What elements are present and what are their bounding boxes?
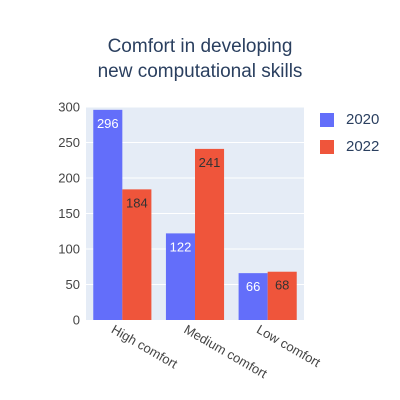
chart-title-line-2: new computational skills: [97, 61, 303, 82]
legend-label-2022: 2022: [346, 138, 380, 155]
y-tick-label-100: 100: [58, 242, 80, 257]
bar-2020-0: [93, 109, 123, 320]
data-label-2020-2: 66: [246, 279, 260, 294]
data-label-2022-0: 184: [126, 195, 148, 210]
data-label-2020-1: 122: [170, 239, 192, 254]
legend-swatch-2022: [320, 139, 334, 154]
legend: 2020 2022: [320, 106, 379, 160]
data-label-2022-1: 241: [199, 155, 221, 170]
bar-2020-2: [238, 273, 268, 320]
y-tick-label-250: 250: [58, 135, 80, 150]
legend-swatch-2020: [320, 112, 334, 127]
y-tick-label-50: 50: [66, 277, 80, 292]
bar-2022-1: [195, 148, 225, 320]
y-tick-label-0: 0: [73, 313, 80, 328]
chart-title: Comfort in developing new computational …: [40, 34, 360, 84]
legend-item-2020[interactable]: 2020: [320, 106, 379, 133]
legend-label-2020: 2020: [346, 111, 380, 128]
bar-2022-0: [122, 189, 152, 320]
data-label-2022-2: 68: [275, 278, 289, 293]
bars: 296 184 122 241 66 68: [93, 109, 297, 320]
x-tick-label-0: High comfort: [109, 322, 181, 372]
y-tick-label-300: 300: [58, 100, 80, 115]
y-axis-ticks: 0 50 100 150 200 250 300: [58, 100, 80, 328]
chart-title-line-1: Comfort in developing: [107, 36, 293, 57]
data-label-2020-0: 296: [97, 116, 119, 131]
bar-2022-2: [267, 271, 297, 320]
y-tick-label-150: 150: [58, 206, 80, 221]
x-tick-label-2: Low comfort: [254, 322, 323, 371]
bar-2020-1: [165, 233, 195, 320]
legend-item-2022[interactable]: 2022: [320, 133, 379, 160]
y-tick-label-200: 200: [58, 171, 80, 186]
